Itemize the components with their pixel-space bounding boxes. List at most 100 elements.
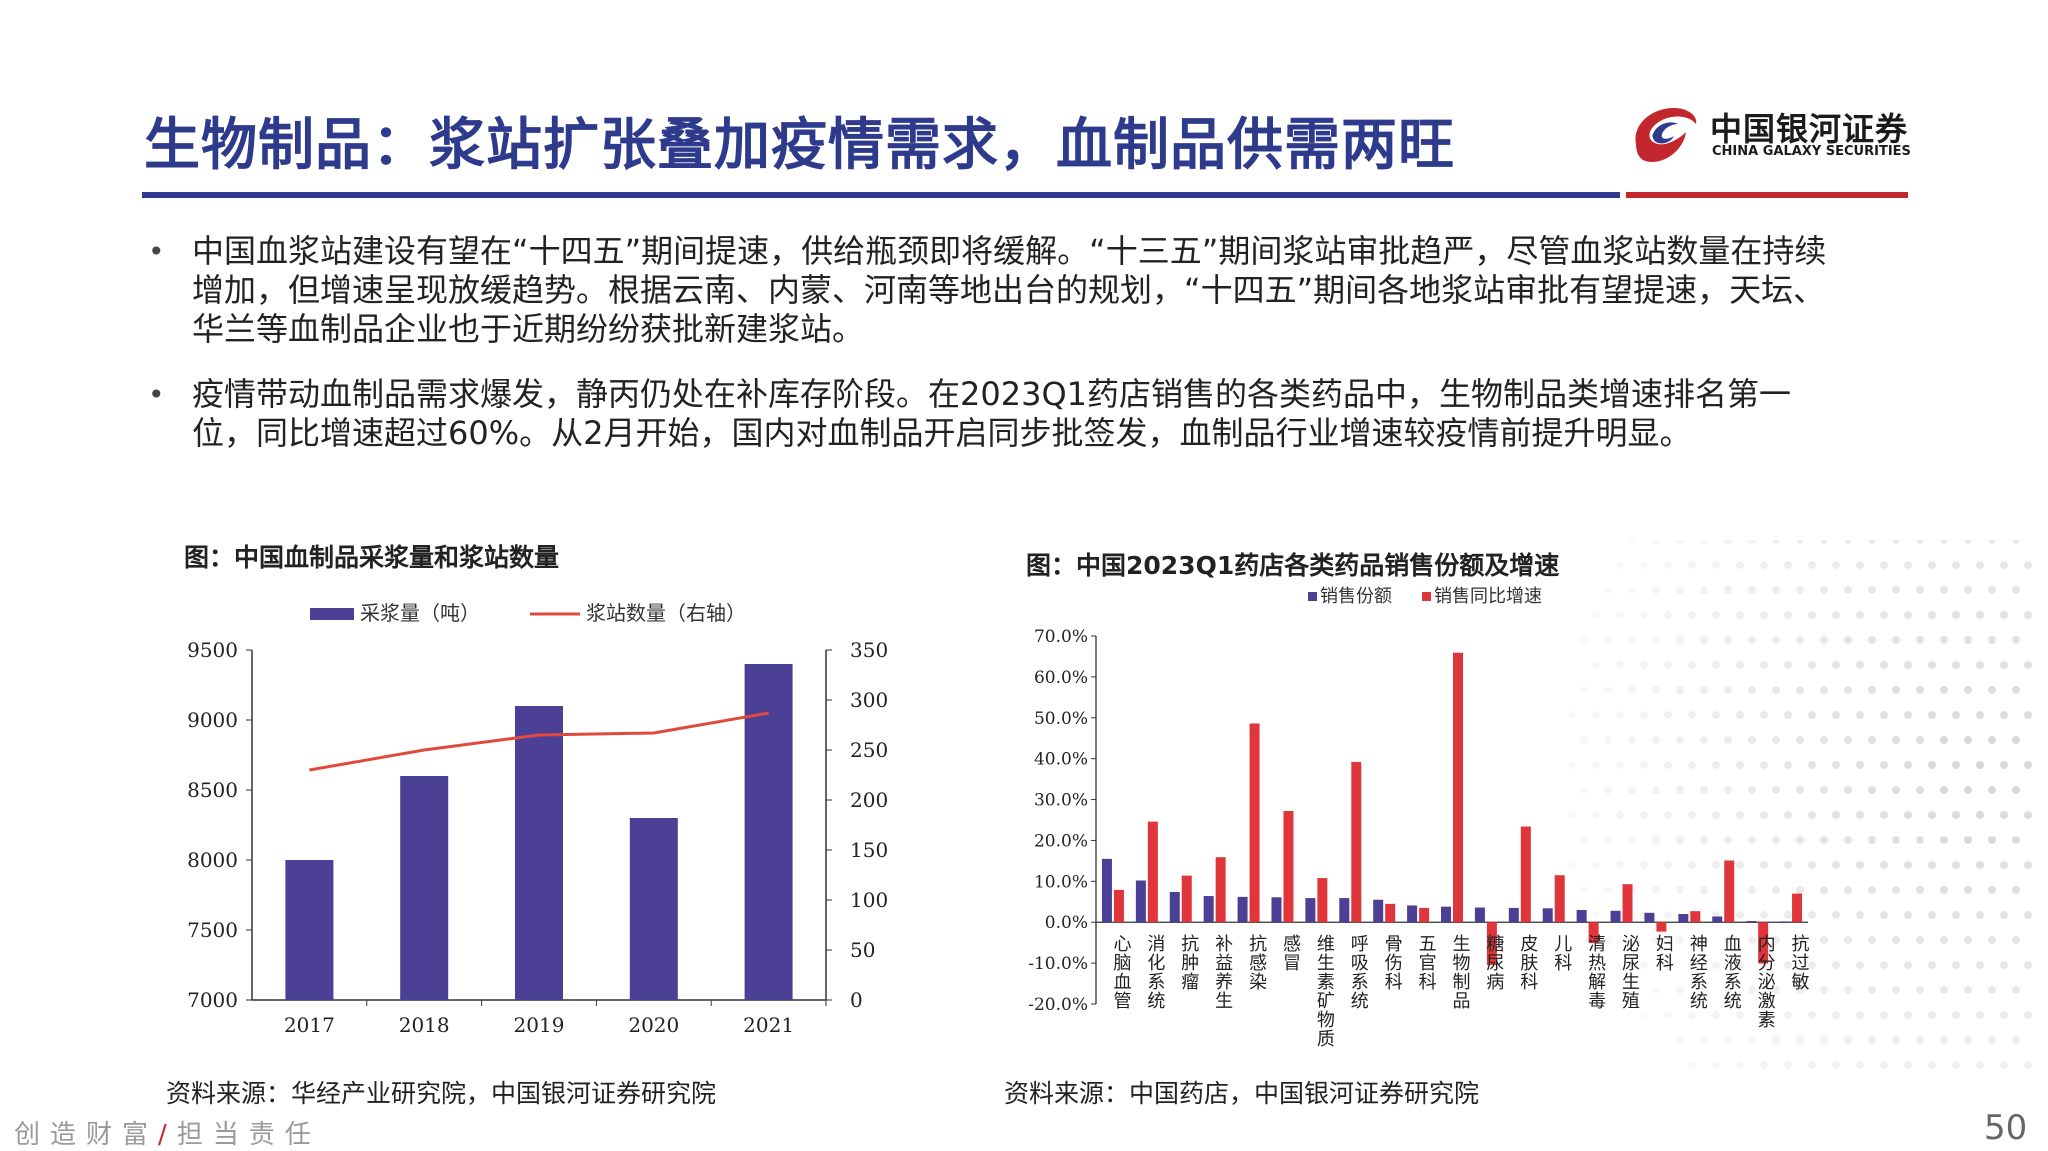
background-dot — [1640, 861, 1648, 869]
background-dot — [2024, 711, 2032, 719]
background-dot — [1772, 986, 1780, 994]
bar-sales-share — [1441, 906, 1451, 923]
bar-sales-share — [1576, 909, 1587, 923]
background-dot — [1760, 661, 1768, 669]
background-dot — [1904, 1061, 1912, 1069]
background-dot — [1784, 711, 1792, 719]
background-dot — [1820, 636, 1828, 644]
background-dot — [1820, 540, 1828, 544]
background-dot — [1964, 540, 1972, 544]
background-dot — [1928, 711, 1936, 719]
background-dot — [1868, 636, 1876, 644]
background-dot — [1844, 986, 1852, 994]
background-dot — [1628, 540, 1636, 544]
background-dot — [2012, 936, 2020, 944]
title-divider-accent — [1626, 192, 1908, 198]
background-dot — [1940, 786, 1948, 794]
background-dot — [1916, 836, 1924, 844]
x-category-label: 清热解毒 — [1585, 934, 1606, 1010]
background-dot — [1952, 561, 1960, 569]
background-dot — [1892, 986, 1900, 994]
background-dot — [1808, 861, 1816, 869]
background-dot — [1832, 911, 1840, 919]
background-dot — [1832, 561, 1840, 569]
background-dot — [1964, 936, 1972, 944]
y-tick-label: 40.0% — [1034, 750, 1088, 770]
bullet-list: • 中国血浆站建设有望在“十四五”期间提速，供给瓶颈即将缓解。“十三五”期间浆站… — [148, 232, 1848, 479]
background-dot — [1988, 786, 1996, 794]
background-dot — [1892, 686, 1900, 694]
left-tick-label: 8500 — [187, 778, 238, 802]
background-dot — [1796, 836, 1804, 844]
bar-sales-share — [1780, 921, 1791, 923]
background-dot — [1820, 886, 1828, 894]
background-dot — [1856, 561, 1864, 569]
background-dot — [1784, 661, 1792, 669]
background-dot — [1988, 540, 1996, 544]
bar-sales-growth — [1215, 857, 1226, 923]
background-dot — [1904, 761, 1912, 769]
bar-sales-growth — [1724, 860, 1735, 923]
background-dot — [1736, 661, 1744, 669]
background-dot — [1976, 861, 1984, 869]
bar-sales-growth — [1588, 922, 1599, 944]
x-category-label: 生物制品 — [1450, 934, 1471, 1010]
background-dot — [1856, 611, 1864, 619]
bar-sales-share — [1203, 896, 1214, 923]
bar-sales-share — [1610, 910, 1621, 923]
background-dot — [1700, 836, 1708, 844]
right-figure-source: 资料来源：中国药店，中国银河证券研究院 — [1004, 1079, 1480, 1108]
background-dot — [2000, 811, 2008, 819]
bar-sales-share — [1712, 916, 1723, 923]
background-dot — [1652, 836, 1660, 844]
background-dot — [1700, 686, 1708, 694]
y-tick-label: 50.0% — [1034, 709, 1088, 729]
background-dot — [1700, 636, 1708, 644]
x-category-label: 抗肿瘤 — [1178, 934, 1199, 991]
background-dot — [1856, 711, 1864, 719]
left-figure-title: 图：中国血制品采浆量和浆站数量 — [184, 543, 560, 572]
x-category-label: 补益养生 — [1212, 934, 1233, 1010]
background-dot — [2000, 561, 2008, 569]
background-dot — [1664, 661, 1672, 669]
background-dot — [1808, 561, 1816, 569]
bar-sales-growth — [1622, 884, 1633, 923]
background-dot — [1700, 540, 1708, 544]
y-tick-label: -20.0% — [1028, 995, 1088, 1015]
y-tick-label: 70.0% — [1034, 627, 1088, 647]
bullet-dot-icon: • — [148, 235, 165, 268]
background-dot — [1676, 736, 1684, 744]
background-dot — [1664, 561, 1672, 569]
background-dot — [1736, 811, 1744, 819]
decorative-dot-pattern — [1616, 540, 2032, 1069]
background-dot — [1928, 961, 1936, 969]
background-dot — [1724, 986, 1732, 994]
background-dot — [1916, 936, 1924, 944]
background-dot — [1952, 1061, 1960, 1069]
background-dot — [1784, 861, 1792, 869]
background-dot — [1760, 811, 1768, 819]
background-dot — [1880, 911, 1888, 919]
bar-sales-share — [1101, 858, 1112, 923]
background-dot — [1784, 961, 1792, 969]
background-dot — [1736, 861, 1744, 869]
background-dot — [1880, 1011, 1888, 1019]
bar-sales-share — [1373, 899, 1384, 923]
background-dot — [2012, 636, 2020, 644]
background-dot — [1748, 1036, 1756, 1044]
background-dot — [1940, 736, 1948, 744]
background-dot — [1796, 886, 1804, 894]
background-dot — [1784, 911, 1792, 919]
x-category-label: 维生素矿物质 — [1314, 934, 1335, 1048]
background-dot — [1940, 836, 1948, 844]
company-logo: 中国银河证券 CHINA GALAXY SECURITIES — [1628, 100, 1918, 172]
background-dot — [2012, 736, 2020, 744]
left-tick-label: 8000 — [187, 848, 238, 872]
background-dot — [2024, 761, 2032, 769]
background-dot — [1652, 736, 1660, 744]
bar-plasma-volume — [515, 706, 563, 1000]
background-dot — [1724, 936, 1732, 944]
background-dot — [1664, 761, 1672, 769]
bar-sales-share — [1407, 905, 1418, 923]
x-category-label: 骨伤科 — [1382, 934, 1403, 991]
